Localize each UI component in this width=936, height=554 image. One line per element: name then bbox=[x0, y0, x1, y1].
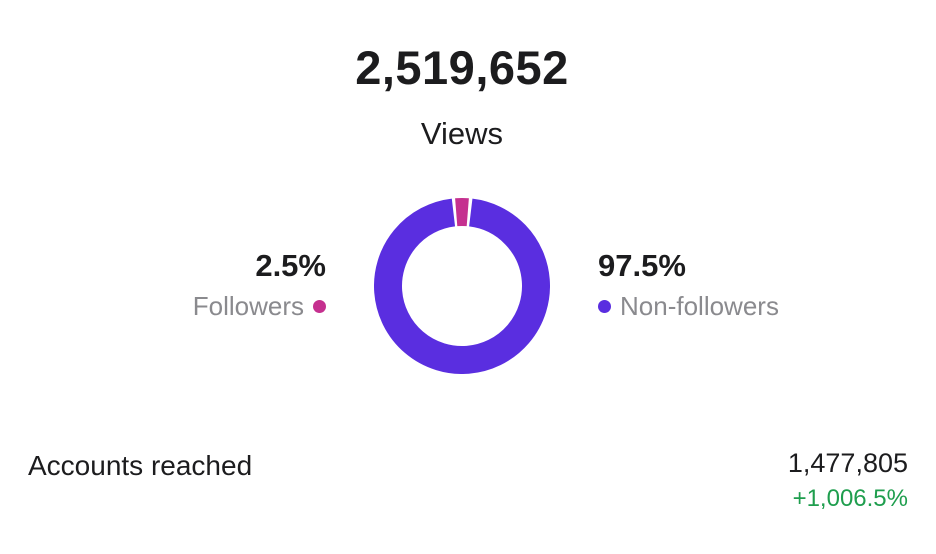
followers-label-row: Followers bbox=[193, 291, 326, 322]
accounts-reached-row[interactable]: Accounts reached 1,477,805 +1,006.5% bbox=[28, 448, 908, 513]
accounts-reached-change: +1,006.5% bbox=[792, 485, 908, 512]
followers-label: Followers bbox=[192, 290, 304, 321]
views-donut-chart bbox=[374, 198, 550, 374]
views-label: Views bbox=[420, 116, 504, 151]
accounts-reached-values: 1,477,805 +1,006.5% bbox=[788, 448, 908, 513]
donut-segment-non-followers bbox=[374, 198, 550, 374]
accounts-reached-label: Accounts reached bbox=[28, 450, 253, 481]
legend-followers: 2.5% Followers bbox=[193, 248, 326, 322]
non-followers-dot-icon bbox=[598, 299, 611, 313]
total-views-value: 2,519,652 bbox=[355, 41, 569, 94]
legend-non-followers: 97.5% Non-followers bbox=[598, 248, 779, 322]
donut-svg bbox=[374, 198, 550, 374]
non-followers-percent: 97.5% bbox=[598, 248, 686, 283]
followers-percent: 2.5% bbox=[255, 248, 326, 283]
donut-segment-followers bbox=[374, 198, 550, 374]
non-followers-label-row: Non-followers bbox=[598, 291, 779, 322]
non-followers-label: Non-followers bbox=[620, 290, 779, 321]
accounts-reached-value: 1,477,805 bbox=[787, 448, 908, 478]
followers-dot-icon bbox=[313, 299, 326, 313]
